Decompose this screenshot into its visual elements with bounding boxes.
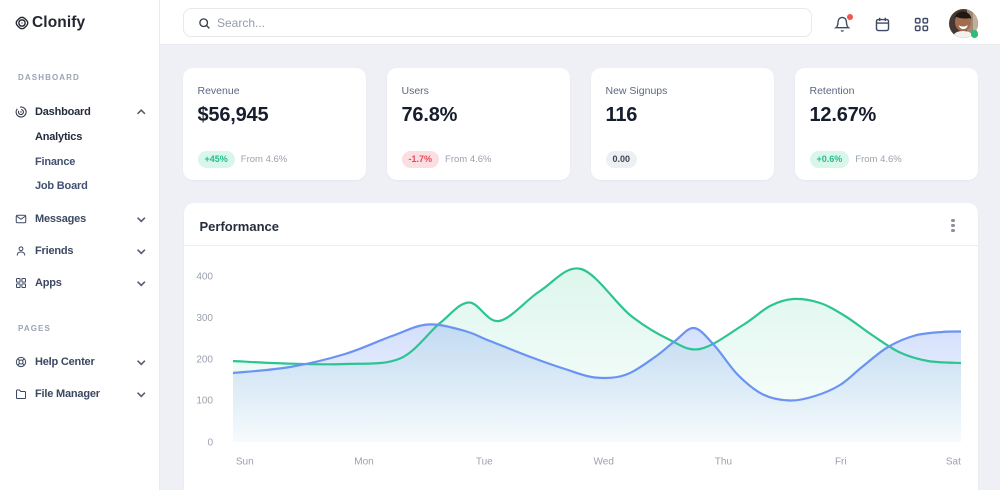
svg-text:300: 300 xyxy=(196,313,213,324)
svg-text:Tue: Tue xyxy=(476,457,493,468)
svg-text:Thu: Thu xyxy=(715,457,732,468)
svg-text:0: 0 xyxy=(207,438,213,449)
svg-text:100: 100 xyxy=(196,396,213,407)
svg-text:200: 200 xyxy=(196,355,213,366)
svg-text:Sun: Sun xyxy=(236,457,254,468)
svg-text:400: 400 xyxy=(196,272,213,283)
svg-text:Fri: Fri xyxy=(835,457,847,468)
svg-text:Wed: Wed xyxy=(594,457,614,468)
svg-text:Mon: Mon xyxy=(354,457,373,468)
svg-text:Sat: Sat xyxy=(946,457,961,468)
